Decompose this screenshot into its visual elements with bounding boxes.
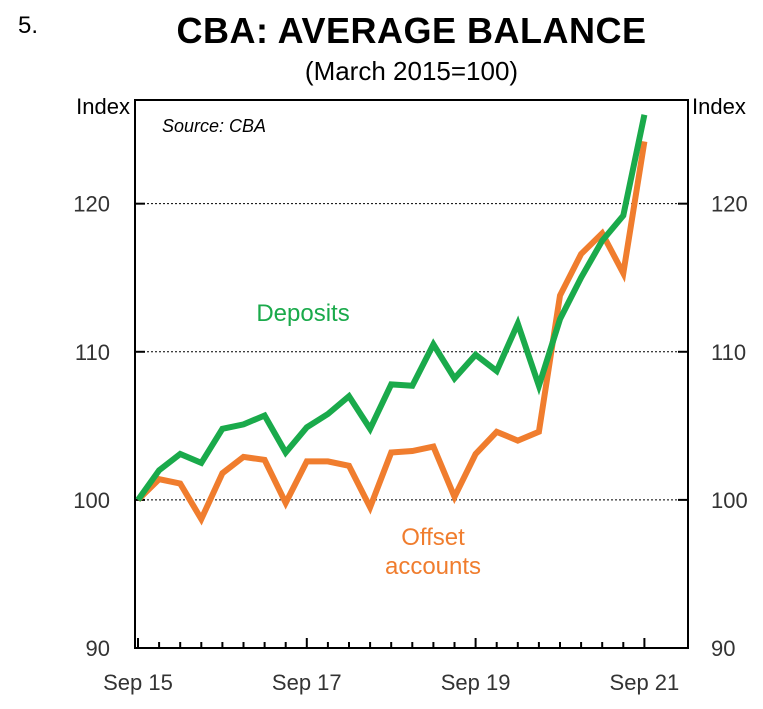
y-tick-label-left: 110 <box>75 340 110 365</box>
source-note: Source: CBA <box>162 116 266 136</box>
series-labels: Deposits Offset accounts <box>256 300 481 580</box>
offset-accounts-line <box>135 141 648 526</box>
y-axis-ticks: 90 90 100 100 110 110 120 120 <box>73 192 747 661</box>
y-tick-label-right: 90 <box>711 636 735 661</box>
chart-title: CBA: AVERAGE BALANCE <box>176 10 647 51</box>
gridlines <box>135 203 688 501</box>
offset-accounts-label: Offset accounts <box>385 524 481 580</box>
offset-accounts-label-line: Offset <box>401 524 465 551</box>
x-tick-label: Sep 15 <box>103 670 173 695</box>
deposits-label-line: Deposits <box>256 300 349 327</box>
y-unit-left: Index <box>76 94 130 119</box>
y-tick-label-left: 90 <box>86 636 110 661</box>
x-tick-label: Sep 21 <box>610 670 680 695</box>
x-tick-label: Sep 17 <box>272 670 342 695</box>
deposits-line <box>135 114 648 502</box>
y-tick-label-right: 110 <box>711 340 746 365</box>
x-tick-label: Sep 19 <box>441 670 511 695</box>
deposits-label: Deposits <box>256 300 349 327</box>
y-tick-label-left: 100 <box>73 488 110 513</box>
y-tick-label-right: 120 <box>711 192 748 217</box>
x-axis-ticks: Sep 15 Sep 17 Sep 19 Sep 21 <box>103 638 679 695</box>
y-tick-label-right: 100 <box>711 488 748 513</box>
chart-subtitle: (March 2015=100) <box>304 56 519 86</box>
offset-accounts-label-line: accounts <box>385 553 481 580</box>
series-lines <box>135 114 648 526</box>
figure-number: 5. <box>18 12 39 39</box>
y-tick-label-left: 120 <box>73 192 110 217</box>
y-unit-right: Index <box>692 94 746 119</box>
